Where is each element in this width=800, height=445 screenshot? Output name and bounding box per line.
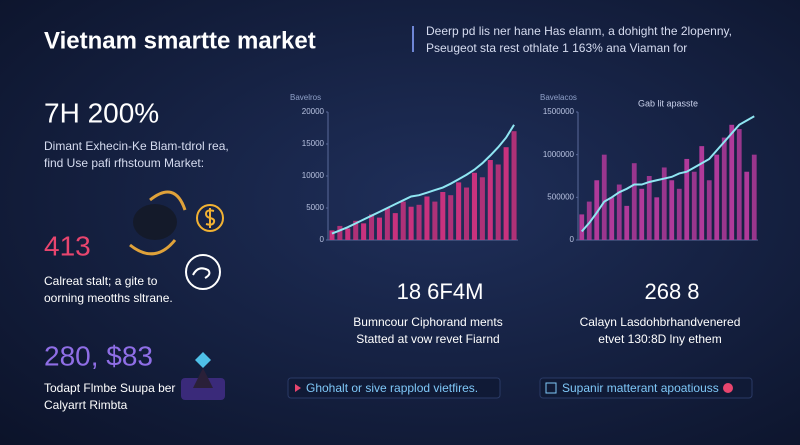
stat-value: 7H 200% <box>44 97 159 128</box>
bar <box>345 228 351 240</box>
stat-text: Calreat stalt; a gite to <box>44 274 158 288</box>
bar <box>586 201 592 240</box>
bar <box>579 214 585 240</box>
bar <box>594 180 600 240</box>
stat-text: oorning meotths sltrane. <box>44 291 173 305</box>
bar <box>384 208 390 240</box>
callout-box <box>287 377 501 399</box>
bar <box>736 129 742 240</box>
bar <box>400 201 406 240</box>
y-tick-label: 20000 <box>302 107 325 116</box>
highlight-text: Calayn Lasdohbrhandvenered <box>580 315 741 329</box>
bar <box>744 171 750 240</box>
bar <box>376 217 382 240</box>
bar <box>714 154 720 240</box>
bar <box>699 146 705 240</box>
y-tick-label: 10000 <box>302 171 325 180</box>
bar <box>616 184 622 240</box>
bar <box>329 230 335 240</box>
trend-line <box>580 115 755 233</box>
y-tick-label: 1500000 <box>543 107 575 116</box>
bar <box>751 154 757 240</box>
highlight-value: 18 6F4M <box>397 279 484 304</box>
bar <box>706 180 712 240</box>
bar <box>691 171 697 240</box>
title: Vietnam smartte market <box>44 27 316 54</box>
y-tick-label: 500000 <box>547 192 574 201</box>
description: Deerp pd lis ner hane Has elanm, a dohig… <box>426 24 732 38</box>
hand-icon <box>185 254 221 290</box>
callout-icon <box>295 384 301 392</box>
bar <box>456 182 462 240</box>
bar <box>669 180 675 240</box>
bar <box>624 205 630 240</box>
y-tick-label: 15000 <box>302 139 325 148</box>
bar <box>601 154 607 240</box>
bar <box>448 195 454 240</box>
bar <box>503 147 509 240</box>
y-tick-label: 1000000 <box>543 150 575 159</box>
bar <box>432 201 438 240</box>
bar <box>361 223 367 240</box>
trend-line <box>331 124 515 235</box>
bar <box>729 124 735 240</box>
highlight-text: Bumncour Ciphorand ments <box>353 315 502 329</box>
bar <box>721 137 727 240</box>
stat-value: 280, $83 <box>44 340 153 371</box>
bar <box>353 220 359 240</box>
callout-icon <box>723 383 733 393</box>
stat-text: Calyarrt Rimbta <box>44 398 128 412</box>
bar <box>511 131 517 240</box>
bar <box>369 214 375 240</box>
chart-annotation: Gab lit apasste <box>638 98 698 108</box>
bar <box>471 172 477 240</box>
bar <box>337 225 343 240</box>
plant-icon <box>181 352 225 400</box>
y-tick-label: 0 <box>570 235 575 244</box>
callout-icon <box>545 382 557 394</box>
y-tick-label: 0 <box>320 235 325 244</box>
bar <box>661 167 667 240</box>
bar <box>646 176 652 240</box>
coin-icon <box>129 190 224 256</box>
highlight-text: etvet 130:8D lny ethem <box>598 332 721 346</box>
bar <box>479 177 485 240</box>
bar <box>631 163 637 240</box>
bar <box>684 158 690 240</box>
callout: Supanir matterant apoatiouss <box>562 381 719 395</box>
bar <box>609 197 615 240</box>
bar <box>424 196 430 240</box>
bar <box>487 160 493 240</box>
chart-title: Bavelacos <box>540 93 577 102</box>
bar <box>464 187 470 240</box>
callout-box <box>539 377 753 399</box>
bar <box>654 197 660 240</box>
y-tick-label: 5000 <box>306 203 324 212</box>
stat-text: Todapt Flmbe Suupa ber <box>44 381 175 395</box>
highlight-value: 268 8 <box>644 279 699 304</box>
highlight-text: Statted at vow revet Fiarnd <box>356 332 499 346</box>
description: Pseugeot sta rest othlate 1 163% ana Via… <box>426 41 687 55</box>
bar <box>676 188 682 240</box>
bar <box>440 192 446 240</box>
stat-text: Dimant Exhecin-Ke Blam-tdrol rea, <box>44 139 229 153</box>
bar <box>408 206 414 240</box>
chart-title: Bavelros <box>290 93 321 102</box>
bar <box>639 188 645 240</box>
stat-text: find Use pafi rfhstoum Market: <box>44 156 204 170</box>
bar <box>495 164 501 240</box>
stat-value: 413 <box>44 230 91 261</box>
bar <box>392 213 398 240</box>
callout: Ghohalt or sive rapplod vietfires. <box>306 381 478 395</box>
bar <box>416 204 422 240</box>
